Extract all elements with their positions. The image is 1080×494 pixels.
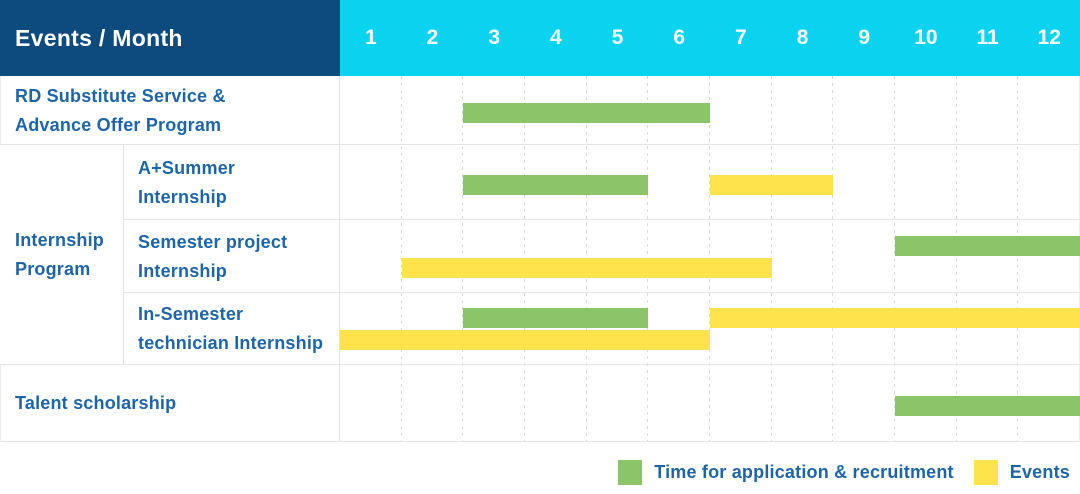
legend-label: Time for application & recruitment <box>654 461 954 482</box>
row-label-cell: Semester project Internship <box>124 220 340 293</box>
table-row <box>0 293 1080 365</box>
month-gridline <box>401 76 402 442</box>
month-header-cell: 4 <box>550 26 562 49</box>
label-column-divider <box>339 76 340 442</box>
table-header-events-month: Events / Month <box>0 0 340 76</box>
row-label: Semester project Internship <box>138 231 288 281</box>
month-header-cell: 10 <box>914 26 938 49</box>
row-label: Talent scholarship <box>15 393 177 413</box>
month-header-cell: 7 <box>735 26 747 49</box>
gantt-bar-green <box>463 175 649 195</box>
gantt-bar-green <box>463 308 649 328</box>
month-header-cell: 8 <box>796 26 809 49</box>
month-header-row: 1 2 3 4 5 6 7 8 9 10 11 12 <box>340 0 1080 76</box>
table-row <box>0 76 1080 145</box>
gantt-bar-yellow <box>401 258 772 278</box>
legend-item: Time for application & recruitment <box>618 459 954 485</box>
table-row <box>0 145 1080 220</box>
legend-swatch-green <box>618 459 643 485</box>
legend-label: Events <box>1009 461 1070 482</box>
row-label-cell: In-Semester technician Internship <box>124 293 340 365</box>
month-header-cell: 5 <box>611 26 624 49</box>
legend-swatch-yellow <box>973 459 998 485</box>
month-gridline <box>832 76 833 442</box>
month-header-cell: 3 <box>488 26 501 49</box>
month-header-cell: 6 <box>673 26 686 49</box>
legend-item: Events <box>973 459 1070 485</box>
table-header-label: Events / Month <box>15 24 183 51</box>
gantt-bar-yellow <box>710 175 834 195</box>
group-label-cell: Internship Program <box>0 145 124 364</box>
month-gridline <box>894 76 895 442</box>
gantt-bar-yellow <box>340 330 710 350</box>
month-header-cell: 2 <box>426 26 439 49</box>
gantt-bar-green <box>463 103 710 123</box>
row-label-cell: A+Summer Internship <box>124 145 340 220</box>
row-label: In-Semester technician Internship <box>138 304 324 353</box>
row-label: RD Substitute Service & Advance Offer Pr… <box>15 85 226 135</box>
month-header-cell: 12 <box>1037 26 1061 49</box>
month-header-cell: 9 <box>858 26 871 49</box>
table-row <box>0 220 1080 293</box>
row-label-cell: RD Substitute Service & Advance Offer Pr… <box>0 76 340 145</box>
month-header-cell: 1 <box>364 26 377 49</box>
month-header-cell: 11 <box>976 26 999 49</box>
row-label: A+Summer Internship <box>138 157 236 207</box>
legend: Time for application & recruitment Events <box>618 456 1070 488</box>
month-gridline <box>1017 76 1018 442</box>
table-row <box>0 365 1080 442</box>
gantt-bar-green <box>895 236 1080 256</box>
month-gridline <box>956 76 957 442</box>
gantt-bar-yellow <box>710 308 1080 328</box>
gantt-bar-green <box>895 396 1080 416</box>
row-label-cell: Talent scholarship <box>0 365 340 442</box>
group-label: Internship Program <box>15 229 105 279</box>
